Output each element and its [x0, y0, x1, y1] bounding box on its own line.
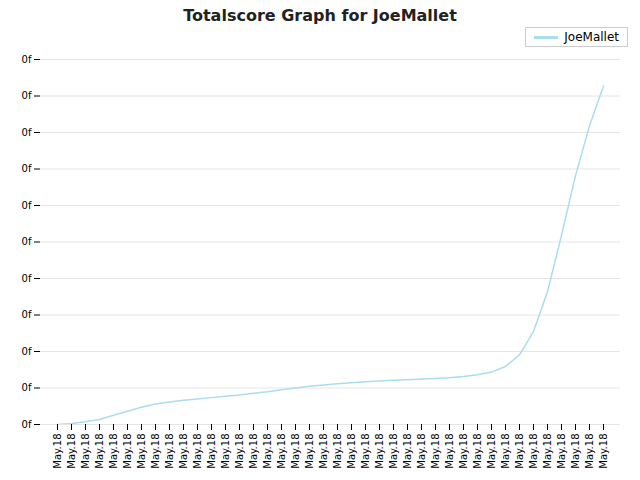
- svg-text:May.18: May.18: [458, 434, 469, 469]
- svg-text:May.18: May.18: [234, 434, 245, 469]
- svg-text:May.18: May.18: [528, 434, 539, 469]
- svg-text:May.18: May.18: [374, 434, 385, 469]
- svg-text:May.18: May.18: [94, 434, 105, 469]
- svg-text:0f: 0f: [22, 163, 32, 174]
- svg-text:May.18: May.18: [66, 434, 77, 469]
- svg-text:May.18: May.18: [136, 434, 147, 469]
- html-text:JoeMallet: JoeMallet: [564, 30, 619, 44]
- svg-text:May.18: May.18: [122, 434, 133, 469]
- svg-text:0f: 0f: [22, 54, 32, 65]
- svg-text:May.18: May.18: [206, 434, 217, 469]
- svg-text:May.18: May.18: [514, 434, 525, 469]
- svg-text:0f: 0f: [22, 127, 32, 138]
- svg-text:May.18: May.18: [192, 434, 203, 469]
- svg-text:May.18: May.18: [108, 434, 119, 469]
- svg-text:May.18: May.18: [556, 434, 567, 469]
- svg-text:0f: 0f: [22, 273, 32, 284]
- svg-text:0f: 0f: [22, 346, 32, 357]
- svg-text:May.18: May.18: [388, 434, 399, 469]
- svg-text:May.18: May.18: [500, 434, 511, 469]
- svg-text:May.18: May.18: [248, 434, 259, 469]
- svg-text:May.18: May.18: [304, 434, 315, 469]
- svg-text:May.18: May.18: [416, 434, 427, 469]
- svg-text:May.18: May.18: [472, 434, 483, 469]
- svg-text:May.18: May.18: [178, 434, 189, 469]
- svg-text:May.18: May.18: [360, 434, 371, 469]
- svg-text:May.18: May.18: [276, 434, 287, 469]
- svg-text:May.18: May.18: [346, 434, 357, 469]
- svg-text:0f: 0f: [22, 309, 32, 320]
- svg-text:May.18: May.18: [430, 434, 441, 469]
- svg-text:May.18: May.18: [444, 434, 455, 469]
- svg-text:0f: 0f: [22, 200, 32, 211]
- svg-text:0f: 0f: [22, 419, 32, 430]
- svg-text:May.18: May.18: [570, 434, 581, 469]
- svg-text:May.18: May.18: [486, 434, 497, 469]
- svg-text:May.18: May.18: [52, 434, 63, 469]
- svg-text:0f: 0f: [22, 236, 32, 247]
- svg-text:May.18: May.18: [164, 434, 175, 469]
- svg-text:May.18: May.18: [402, 434, 413, 469]
- svg-text:May.18: May.18: [150, 434, 161, 469]
- svg-text:0f: 0f: [22, 382, 32, 393]
- svg-text:0f: 0f: [22, 90, 32, 101]
- svg-text:May.18: May.18: [542, 434, 553, 469]
- html-text:Totalscore Graph for JoeMallet: Totalscore Graph for JoeMallet: [183, 6, 457, 25]
- svg-text:May.18: May.18: [80, 434, 91, 469]
- svg-text:May.18: May.18: [584, 434, 595, 469]
- svg-text:May.18: May.18: [332, 434, 343, 469]
- svg-text:May.18: May.18: [598, 434, 609, 469]
- svg-text:May.18: May.18: [220, 434, 231, 469]
- svg-text:May.18: May.18: [262, 434, 273, 469]
- svg-text:May.18: May.18: [290, 434, 301, 469]
- svg-text:May.18: May.18: [318, 434, 329, 469]
